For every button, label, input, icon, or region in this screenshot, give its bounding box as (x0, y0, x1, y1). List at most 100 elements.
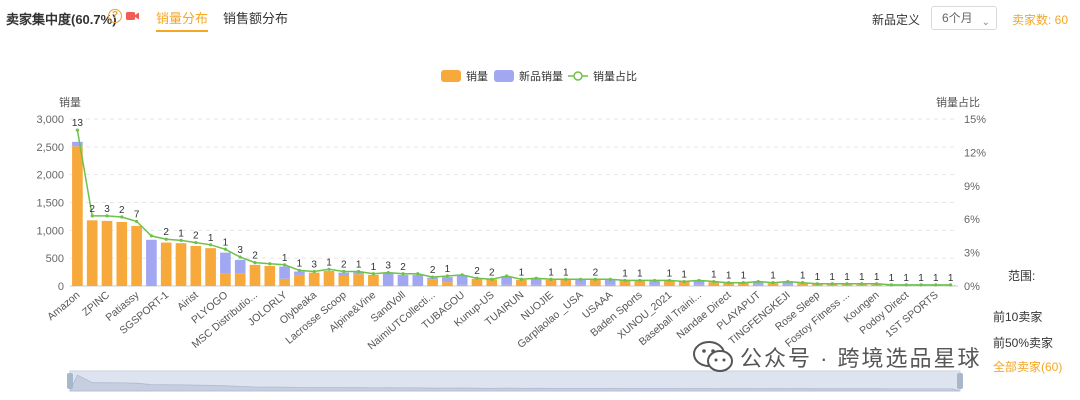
x-tick-label: 1ST SPORTS (883, 289, 940, 340)
bar-value-label: 1 (741, 271, 747, 282)
share-point (401, 272, 405, 276)
bar-value-label: 1 (282, 253, 288, 264)
share-point (297, 268, 301, 273)
bar-value-label: 1 (519, 267, 525, 278)
legend-sales-label: 销量 (466, 69, 488, 83)
new-sales-bar (501, 276, 512, 285)
sales-bar (545, 279, 557, 286)
legend-new-sales-swatch (494, 70, 514, 82)
share-point (919, 283, 923, 287)
bar-value-label: 1 (948, 273, 954, 284)
y2-tick-label: 12% (964, 147, 986, 159)
share-point (653, 278, 657, 283)
bar-value-label: 1 (208, 233, 214, 244)
sales-bar (220, 273, 231, 286)
sales-bar (678, 281, 690, 286)
share-point (756, 279, 760, 284)
new-sales-bar (456, 275, 468, 285)
new-sales-bar (693, 280, 705, 285)
sales-bar (664, 280, 675, 286)
share-point (490, 277, 494, 281)
sales-bar (353, 274, 364, 286)
bar-value-label: 2 (252, 251, 258, 262)
sales-bar (693, 284, 705, 286)
share-point (90, 214, 94, 218)
sales-bar (234, 273, 246, 286)
share-point (149, 234, 153, 238)
sales-bar (604, 284, 616, 286)
bar-value-label: 1 (223, 237, 229, 248)
y-tick-label: 1,000 (36, 225, 64, 237)
y-tick-label: 1,500 (36, 198, 64, 210)
share-point (179, 238, 183, 242)
range-option-all[interactable]: 全部卖家(60) (993, 360, 1063, 374)
share-point (801, 281, 805, 285)
new-sales-bar (234, 259, 246, 274)
share-point (357, 269, 361, 274)
range-option-top10[interactable]: 前10卖家 (993, 310, 1043, 324)
bar-value-label: 3 (104, 204, 110, 215)
sales-bar (338, 275, 350, 286)
bar-value-label: 1 (903, 273, 909, 284)
share-point (120, 215, 124, 219)
bar-value-label: 2 (119, 205, 125, 216)
share-point (727, 281, 731, 285)
bar-value-label: 1 (445, 264, 451, 275)
bar-value-label: 1 (874, 272, 880, 283)
top-bar: 卖家集中度(60.7%) ? 销量分布 销售额分布 新品定义 6个月 ⌄ 卖家数… (0, 0, 1080, 36)
period-select[interactable]: 6个月 ⌄ (931, 6, 997, 30)
range-title: 范围: (1008, 269, 1036, 283)
y-tick-label: 0 (58, 281, 64, 293)
share-point (904, 283, 908, 287)
share-point (135, 219, 139, 224)
y-tick-label: 500 (46, 253, 64, 265)
bar-value-label: 2 (89, 204, 95, 215)
y-tick-label: 2,500 (36, 142, 64, 154)
y2-tick-label: 3% (964, 248, 980, 260)
y2-tick-label: 15% (964, 114, 986, 126)
sales-bar (619, 280, 631, 286)
bar-value-label: 1 (829, 272, 835, 283)
share-point (593, 277, 598, 281)
tab-sales-distribution[interactable]: 销量分布 (156, 8, 209, 32)
video-camera-icon[interactable] (126, 11, 139, 21)
sales-bar (308, 272, 320, 286)
seller-concentration-title: 卖家集中度(60.7%) (6, 12, 117, 27)
share-point (342, 269, 346, 274)
chevron-down-icon: ⌄ (981, 17, 990, 28)
bar-value-label: 2 (474, 266, 480, 277)
sales-bar (516, 279, 527, 286)
share-point (549, 277, 553, 281)
sales-bar (116, 221, 128, 286)
y2-axis-title: 销量占比 (936, 95, 980, 109)
share-point (786, 279, 790, 284)
share-point (579, 277, 583, 281)
sales-bar (72, 146, 83, 286)
zoom-slider-preview (69, 374, 961, 392)
new-sales-bar (752, 282, 764, 285)
bar-value-label: 2 (163, 227, 169, 238)
zoom-handle-right[interactable] (957, 373, 963, 389)
share-point (860, 282, 864, 286)
zoom-handle-left[interactable] (67, 373, 73, 389)
share-point (667, 278, 672, 283)
share-point (283, 263, 287, 267)
question-circle-icon[interactable]: ? (108, 9, 122, 23)
sales-bar (160, 242, 172, 286)
sales-bar (190, 245, 202, 286)
tab-revenue-distribution[interactable]: 销售额分布 (223, 11, 289, 26)
range-option-top50pct[interactable]: 前50%卖家 (993, 336, 1054, 350)
share-point (209, 243, 213, 247)
share-point (815, 282, 820, 286)
sales-bar (86, 220, 98, 286)
sales-bar (205, 248, 216, 286)
bar-value-label: 1 (711, 270, 717, 281)
share-point (875, 282, 879, 286)
share-point (194, 240, 198, 245)
bar-value-label: 1 (933, 273, 939, 284)
new-sales-bar (782, 282, 794, 285)
sales-bar (442, 282, 453, 286)
share-point (771, 281, 775, 285)
sales-bar (456, 284, 468, 286)
sales-bar (501, 284, 512, 286)
